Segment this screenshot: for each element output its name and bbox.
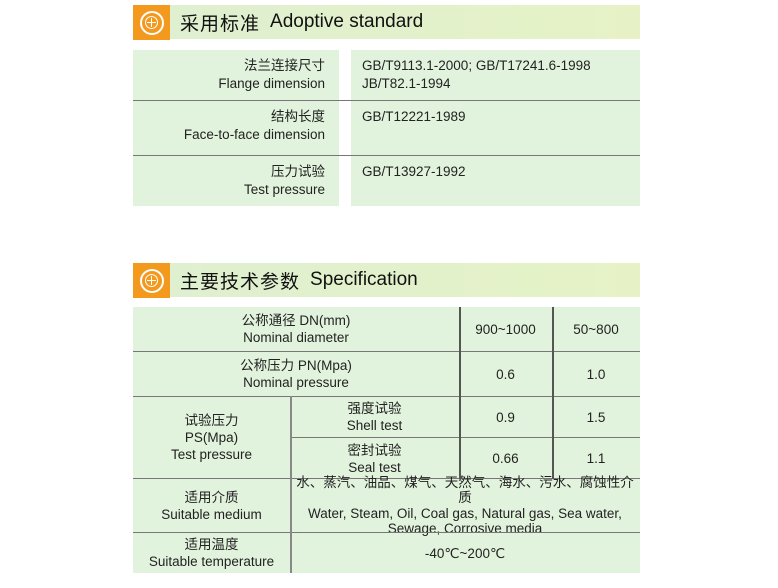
medium-value: 水、蒸汽、油品、煤气、天然气、海水、污水、腐蚀性介质 Water, Steam,… [290, 475, 640, 537]
section-title-cn: 采用标准 [180, 13, 261, 35]
nominal-diameter-value-2: 50~800 [573, 321, 619, 337]
label-en: Suitable temperature [148, 554, 275, 569]
medium-label: 适用介质 Suitable medium [133, 479, 290, 532]
label-cn: 公称通径 DN(mm) [241, 313, 351, 328]
label-cn: 压力试验 [271, 164, 325, 179]
value-line: GB/T13927-1992 [362, 164, 466, 179]
row-label-face-to-face: 结构长度 Face-to-face dimension [133, 101, 339, 155]
nominal-pressure-value-2: 1.0 [586, 366, 606, 382]
section-header-standards: 采用标准 Adoptive standard [170, 5, 640, 39]
section-title-en: Adoptive standard [270, 11, 424, 32]
column-divider [552, 307, 554, 479]
label-en: Nominal pressure [243, 375, 349, 390]
column-divider [459, 307, 461, 479]
test-pressure-label: 试验压力 PS(Mpa) Test pressure [133, 397, 290, 478]
label-en: Test pressure [170, 447, 253, 462]
nominal-diameter-value-1: 900~1000 [475, 321, 536, 337]
seal-test-value-1: 0.66 [492, 451, 519, 466]
label-unit: PS(Mpa) [184, 430, 239, 445]
nominal-diameter-label: 公称通径 DN(mm) Nominal diameter [133, 307, 459, 351]
label-en: Test pressure [243, 182, 325, 197]
row-value-test-pressure: GB/T13927-1992 [351, 156, 640, 206]
seal-test-label: 密封试验 Seal test [290, 438, 459, 479]
divider [290, 437, 640, 438]
seal-test-value-2: 1.1 [586, 451, 606, 466]
value-en: Water, Steam, Oil, Coal gas, Natural gas… [308, 505, 622, 521]
temperature-value: -40℃~200℃ [424, 545, 506, 561]
value-line: GB/T9113.1-2000; GB/T17241.6-1998 [362, 58, 591, 73]
label-cn: 密封试验 [347, 442, 402, 458]
row-value-flange: GB/T9113.1-2000; GB/T17241.6-1998 JB/T82… [351, 50, 640, 101]
target-crosshair-icon [133, 263, 170, 298]
label-en: Nominal diameter [243, 330, 349, 345]
label-cn: 法兰连接尺寸 [244, 58, 325, 73]
specification-table: 公称通径 DN(mm) Nominal diameter 900~1000 50… [133, 307, 640, 573]
label-cn: 适用温度 [184, 537, 239, 552]
shell-test-value-2: 1.5 [586, 409, 606, 425]
shell-test-value-1: 0.9 [496, 409, 515, 425]
value-line: JB/T82.1-1994 [362, 76, 451, 91]
section-title-en: Specification [310, 269, 418, 290]
divider [133, 396, 640, 397]
label-cn: 强度试验 [347, 401, 402, 416]
nominal-pressure-value-1: 0.6 [496, 366, 515, 382]
divider [133, 155, 640, 156]
label-cn: 结构长度 [271, 109, 325, 124]
label-cn: 适用介质 [184, 489, 239, 505]
section-title-cn: 主要技术参数 [180, 271, 301, 293]
section-header-specification: 主要技术参数 Specification [170, 263, 640, 297]
divider [133, 478, 640, 479]
temperature-label: 适用温度 Suitable temperature [133, 533, 290, 573]
target-crosshair-icon [133, 5, 170, 40]
divider [133, 100, 640, 101]
shell-test-label: 强度试验 Shell test [290, 397, 459, 437]
value-cn: 水、蒸汽、油品、煤气、天然气、海水、污水、腐蚀性介质 [296, 474, 634, 506]
value-line: GB/T12221-1989 [362, 109, 466, 124]
column-divider [290, 396, 292, 573]
divider [133, 532, 640, 533]
label-en: Shell test [346, 418, 403, 433]
row-value-face-to-face: GB/T12221-1989 [351, 101, 640, 155]
row-label-flange: 法兰连接尺寸 Flange dimension [133, 50, 339, 101]
label-en: Suitable medium [161, 506, 262, 522]
label-cn: 公称压力 PN(Mpa) [240, 358, 352, 373]
nominal-pressure-label: 公称压力 PN(Mpa) Nominal pressure [133, 352, 459, 396]
row-label-test-pressure: 压力试验 Test pressure [133, 156, 339, 206]
label-cn: 试验压力 [184, 413, 239, 428]
divider [133, 351, 640, 352]
label-en: Face-to-face dimension [183, 127, 325, 142]
label-en: Seal test [348, 459, 401, 475]
label-en: Flange dimension [218, 76, 325, 91]
